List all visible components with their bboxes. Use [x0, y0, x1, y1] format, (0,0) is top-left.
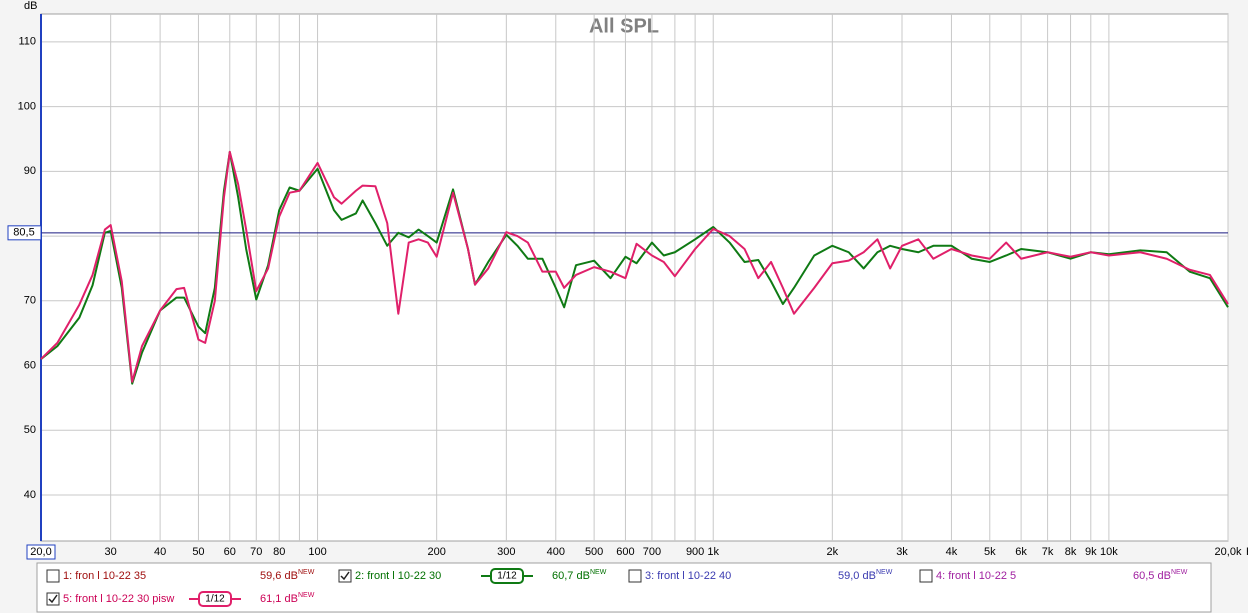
checkmark	[48, 594, 58, 604]
legend-tag: NEW	[298, 569, 315, 576]
x-tick-label: 700	[643, 546, 661, 558]
x-tick-label: 30	[105, 546, 117, 558]
spl-curve	[40, 150, 1229, 383]
legend-name[interactable]: 1: fron l 10-22 35	[63, 570, 146, 582]
x-axis-label: Hz	[1246, 546, 1248, 558]
x-tick-label: 100	[308, 546, 326, 558]
x-tick-label: 1k	[707, 546, 719, 558]
legend-level: 60,5 dB	[1133, 570, 1171, 582]
checkbox[interactable]	[919, 569, 933, 583]
x-tick-label: 8k	[1065, 546, 1077, 558]
x-tick-label: 400	[547, 546, 565, 558]
smoothing-label: 1/12	[205, 594, 225, 605]
legend-level: 60,7 dB	[552, 570, 590, 582]
checkbox[interactable]	[46, 569, 60, 583]
y-tick-label: 60	[24, 359, 36, 371]
cursor-box	[7, 225, 42, 241]
smoothing-label: 1/12	[497, 571, 517, 582]
legend-name[interactable]: 5: front l 10-22 30 pisw	[63, 593, 174, 605]
legend-name[interactable]: 3: front l 10-22 40	[645, 570, 731, 582]
checkbox[interactable]	[338, 569, 352, 583]
x-tick-label: 4k	[946, 546, 958, 558]
x-tick-label: 600	[616, 546, 634, 558]
x-tick-label: 20,0k	[1215, 546, 1242, 558]
y-tick-label: 100	[18, 100, 36, 112]
x-tick-label: 60	[224, 546, 236, 558]
x-tick-label: 3k	[896, 546, 908, 558]
x-tick-label: 300	[497, 546, 515, 558]
y-tick-label: 70	[24, 295, 36, 307]
y-axis-label: dB	[24, 0, 37, 12]
x-tick-label: 2k	[827, 546, 839, 558]
checkbox[interactable]	[628, 569, 642, 583]
checkmark	[340, 571, 350, 581]
legend-tag: NEW	[298, 592, 315, 599]
y-tick-label: 90	[24, 165, 36, 177]
x-tick-label: 5k	[984, 546, 996, 558]
x-tick-label: 900	[686, 546, 704, 558]
smoothing-badge[interactable]	[198, 591, 232, 607]
x-tick-label: 20,0	[30, 546, 51, 558]
x-tick-label: 9k	[1085, 546, 1097, 558]
x-tick-label: 50	[192, 546, 204, 558]
legend-level: 59,0 dB	[838, 570, 876, 582]
x-tick-label: 500	[585, 546, 603, 558]
legend-level: 61,1 dB	[260, 593, 298, 605]
y-tick-label: 110	[18, 36, 36, 48]
x-start-box	[26, 544, 56, 560]
x-tick-label: 80	[273, 546, 285, 558]
legend-tag: NEW	[590, 569, 607, 576]
legend-level: 59,6 dB	[260, 570, 298, 582]
smoothing-badge[interactable]	[490, 568, 524, 584]
chart-title: All SPL	[589, 15, 659, 37]
cursor-label: 80,5	[13, 227, 34, 239]
y-tick-label: 40	[24, 489, 36, 501]
x-tick-label: 70	[250, 546, 262, 558]
plot-area	[40, 13, 1229, 542]
legend-panel	[36, 562, 1212, 613]
legend-tag: NEW	[876, 569, 893, 576]
x-tick-label: 10k	[1100, 546, 1118, 558]
x-tick-label: 7k	[1042, 546, 1054, 558]
y-tick-label: 50	[24, 424, 36, 436]
legend-tag: NEW	[1171, 569, 1188, 576]
legend-name[interactable]: 2: front l 10-22 30	[355, 570, 441, 582]
x-tick-label: 6k	[1015, 546, 1027, 558]
x-tick-label: 40	[154, 546, 166, 558]
checkbox[interactable]	[46, 592, 60, 606]
spl-curve	[40, 150, 1229, 385]
legend-name[interactable]: 4: front l 10-22 5	[936, 570, 1016, 582]
x-tick-label: 200	[427, 546, 445, 558]
